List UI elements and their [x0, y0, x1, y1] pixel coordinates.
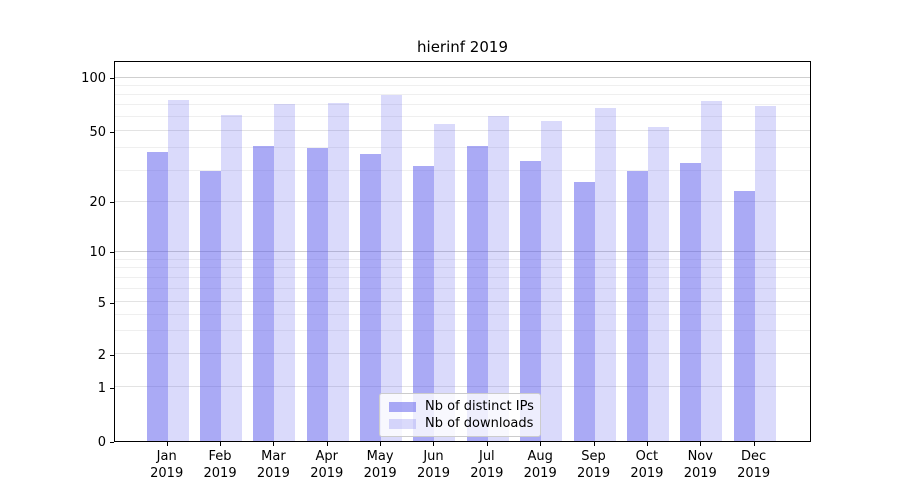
- bar-distinct-ips: [466, 146, 488, 441]
- x-tick: [593, 442, 595, 446]
- x-tick: [220, 442, 222, 446]
- bar-downloads: [647, 126, 669, 441]
- chart-title: hierinf 2019: [417, 38, 508, 56]
- gridline-minor: [115, 169, 810, 171]
- x-tick: [433, 442, 435, 446]
- bar-distinct-ips: [413, 165, 435, 441]
- legend-row-distinct-ips: Nb of distinct IPs: [389, 398, 534, 415]
- gridline-minor: [115, 330, 810, 332]
- bar-distinct-ips: [360, 154, 382, 441]
- gridline-major: [115, 251, 810, 252]
- y-tick: [110, 302, 114, 304]
- legend-swatch-downloads: [389, 418, 416, 429]
- y-tick: [110, 131, 114, 133]
- y-tick: [110, 78, 114, 80]
- gridline-major: [115, 386, 810, 388]
- legend: Nb of distinct IPs Nb of downloads: [379, 393, 541, 437]
- gridline-minor: [115, 104, 810, 106]
- x-tick: [380, 442, 382, 446]
- gridline-minor: [115, 313, 810, 315]
- y-tick-label: 20: [89, 195, 106, 211]
- bar-downloads: [541, 121, 563, 441]
- gridline-minor: [115, 116, 810, 118]
- bar-distinct-ips: [573, 181, 595, 441]
- bar-downloads: [221, 114, 243, 441]
- x-tick: [646, 442, 648, 446]
- bar-distinct-ips: [733, 191, 755, 441]
- x-tick: [486, 442, 488, 446]
- gridline-minor: [115, 287, 810, 289]
- x-tick: [166, 442, 168, 446]
- bar-downloads: [381, 95, 403, 441]
- x-axis-month-label: Feb 2019: [203, 449, 237, 481]
- bar-distinct-ips: [200, 170, 222, 441]
- legend-label-downloads: Nb of downloads: [425, 416, 534, 431]
- y-tick: [110, 252, 114, 254]
- x-axis-month-label: Oct 2019: [630, 449, 664, 481]
- y-tick: [110, 202, 114, 204]
- y-tick-label: 50: [89, 124, 106, 140]
- gridline-major: [115, 353, 810, 355]
- bar-distinct-ips: [253, 146, 275, 441]
- x-axis-month-label: Apr 2019: [310, 449, 344, 481]
- gridline-minor: [115, 276, 810, 278]
- gridline-major: [115, 201, 810, 202]
- bar-distinct-ips: [306, 148, 328, 441]
- y-tick: [110, 441, 114, 443]
- legend-label-distinct-ips: Nb of distinct IPs: [425, 399, 534, 414]
- y-tick-label: 2: [97, 347, 106, 363]
- bar-downloads: [274, 104, 296, 441]
- bar-downloads: [434, 123, 456, 441]
- gridline-major: [115, 76, 810, 78]
- gridline-minor: [115, 258, 810, 260]
- legend-row-downloads: Nb of downloads: [389, 415, 534, 432]
- x-axis-month-label: May 2019: [363, 449, 397, 481]
- bar-distinct-ips: [520, 160, 542, 441]
- bar-downloads: [594, 107, 616, 441]
- gridline-minor: [115, 147, 810, 149]
- x-tick: [753, 442, 755, 446]
- bar-downloads: [167, 100, 189, 441]
- y-tick-label: 0: [97, 434, 106, 450]
- y-tick-label: 100: [81, 71, 106, 87]
- y-tick: [110, 387, 114, 389]
- bar-downloads: [701, 101, 723, 441]
- x-axis-month-label: Jan 2019: [150, 449, 184, 481]
- y-tick-label: 5: [97, 295, 106, 311]
- gridline-major: [115, 301, 810, 303]
- gridline-major: [115, 130, 810, 132]
- x-tick: [326, 442, 328, 446]
- bar-downloads: [487, 115, 509, 441]
- x-tick: [540, 442, 542, 446]
- x-axis-month-label: Jun 2019: [416, 449, 451, 481]
- x-axis-month-label: Dec 2019: [737, 449, 771, 481]
- bar-distinct-ips: [626, 170, 648, 441]
- bar-downloads: [327, 103, 349, 441]
- gridline-minor: [115, 267, 810, 269]
- bar-downloads: [754, 106, 776, 441]
- x-tick: [273, 442, 275, 446]
- bar-distinct-ips: [146, 152, 168, 441]
- plot-area: [114, 61, 811, 442]
- y-tick: [110, 354, 114, 356]
- x-axis-month-label: Nov 2019: [683, 449, 717, 481]
- gridline-minor: [115, 85, 810, 87]
- x-axis-month-label: Aug 2019: [523, 449, 557, 481]
- x-axis-month-label: Sep 2019: [577, 449, 611, 481]
- y-tick-label: 1: [97, 380, 106, 396]
- legend-swatch-distinct-ips: [389, 401, 416, 412]
- x-tick: [700, 442, 702, 446]
- bar-distinct-ips: [680, 163, 702, 441]
- x-axis-month-label: Jul 2019: [470, 449, 504, 481]
- gridline-minor: [115, 94, 810, 96]
- x-axis-month-label: Mar 2019: [256, 449, 290, 481]
- y-tick-label: 10: [89, 245, 106, 261]
